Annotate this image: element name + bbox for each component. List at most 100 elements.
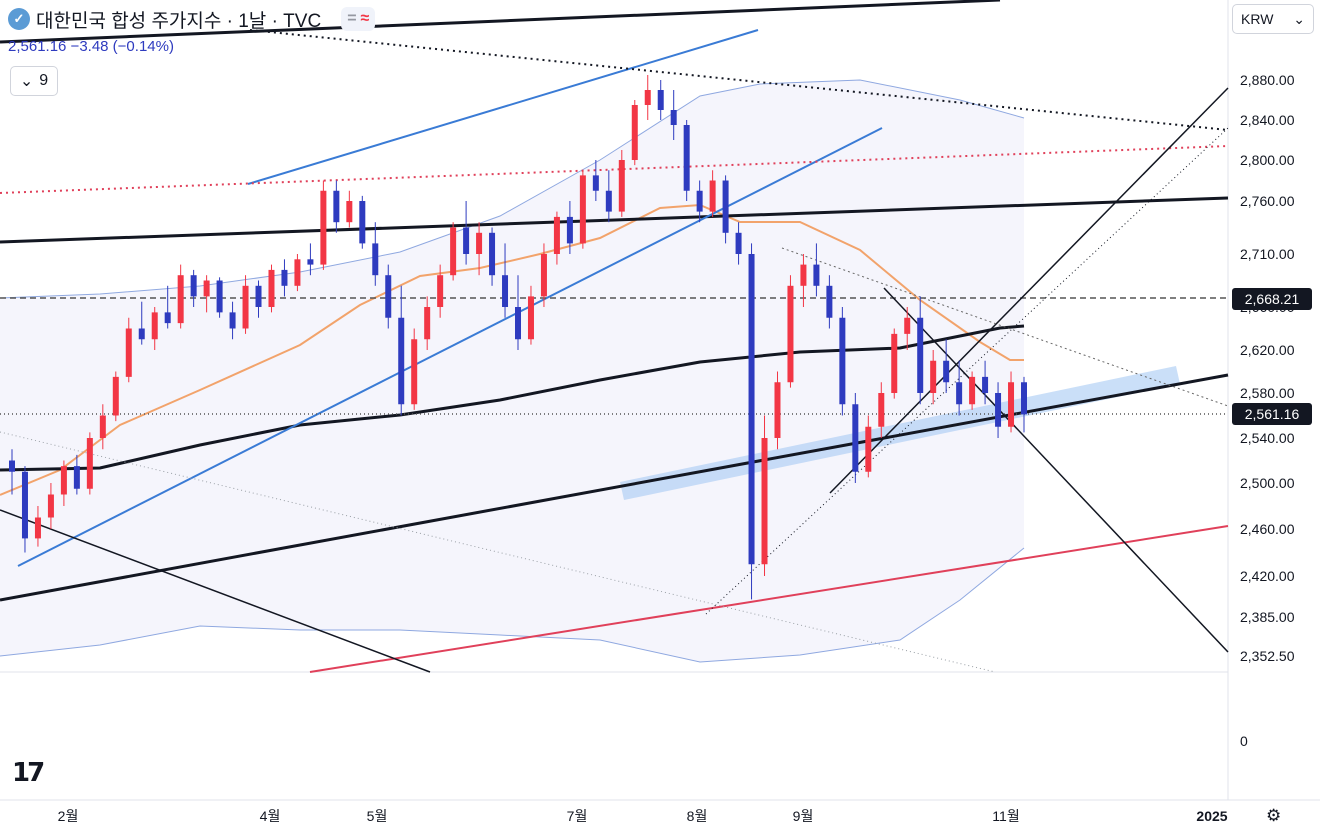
- fib-dotted: [705, 127, 1229, 615]
- drawing-overlays: [0, 0, 1229, 673]
- candle-body: [86, 438, 93, 489]
- candle-body: [476, 232, 483, 254]
- candle-body: [34, 517, 41, 539]
- candle-body: [761, 438, 768, 565]
- y-tick-label: 2,500.00: [1240, 475, 1295, 491]
- chart-title: 대한민국 합성 주가지수 · 1날 · TVC: [36, 10, 322, 32]
- candle-body: [644, 90, 651, 105]
- x-tick-label: 9월: [793, 808, 814, 824]
- candle-body: [930, 360, 937, 393]
- wedge-down: [883, 287, 1229, 653]
- candle-body: [489, 232, 496, 276]
- tradingview-logo[interactable]: 17: [12, 758, 45, 788]
- candle-body: [956, 382, 963, 405]
- candle-body: [982, 376, 989, 393]
- dotted-wedge: [781, 247, 1229, 407]
- candle-body: [99, 415, 106, 438]
- candle-body: [527, 296, 534, 340]
- candle-body: [372, 243, 379, 276]
- candle-body: [826, 285, 833, 318]
- candle-body: [112, 376, 119, 416]
- candle-body: [631, 105, 638, 160]
- dotted-diag: [0, 431, 996, 673]
- candle-body: [9, 460, 15, 472]
- indicator-count: 9: [39, 72, 49, 89]
- currency-label: KRW: [1241, 11, 1274, 27]
- candle-body: [670, 110, 677, 125]
- y-tick-label: 2,540.00: [1240, 430, 1295, 446]
- axes: 2,880.00 2,840.00 2,800.00 2,760.00 2,710.00…: [58, 72, 1295, 824]
- candle-body: [592, 175, 599, 191]
- indicator-collapse-button[interactable]: ⌄ 9: [10, 66, 58, 96]
- y-tick-label: 2,710.00: [1240, 246, 1295, 262]
- candle-body: [463, 227, 470, 254]
- y-tick-label: 2,385.00: [1240, 609, 1295, 625]
- candle-body: [333, 190, 340, 223]
- chevron-down-icon: ⌄: [19, 73, 34, 90]
- y-tick-label: 2,800.00: [1240, 152, 1295, 168]
- candle-body: [904, 317, 911, 334]
- y-tick-label: 2,620.00: [1240, 342, 1295, 358]
- bollinger-lower: [0, 547, 1025, 663]
- header-pill[interactable]: = ≈: [341, 7, 376, 31]
- candle-body: [307, 259, 314, 265]
- chevron-down-icon: ⌄: [1293, 10, 1305, 27]
- wave-icon[interactable]: ≈: [360, 10, 370, 27]
- candle-body: [437, 275, 444, 307]
- channel-blue-upper: [247, 29, 759, 185]
- candle-body: [748, 254, 755, 565]
- candle-body: [566, 216, 573, 244]
- candle-body: [359, 201, 366, 244]
- candle-body: [1008, 382, 1015, 427]
- fib-steep: [829, 87, 1229, 494]
- y-tick-label: 2,840.00: [1240, 112, 1295, 128]
- candle-body: [618, 160, 625, 212]
- x-tick-label: 2월: [58, 808, 79, 824]
- candle-body: [190, 275, 197, 297]
- equals-icon[interactable]: =: [347, 10, 357, 27]
- candle-body: [125, 328, 132, 377]
- y-tick-label: 2,760.00: [1240, 193, 1295, 209]
- candle-body: [216, 280, 223, 313]
- trend-red: [309, 525, 1229, 673]
- currency-select[interactable]: KRW ⌄: [1232, 4, 1314, 34]
- candle-body: [878, 393, 885, 427]
- candle-body: [605, 190, 612, 212]
- candle-body: [657, 90, 664, 110]
- candle-body: [839, 317, 846, 405]
- trend-mid-black: [0, 196, 1229, 244]
- x-tick-label: 5월: [367, 808, 388, 824]
- bollinger-fill: [0, 80, 1024, 662]
- candle-body: [294, 259, 301, 286]
- level-price-badge: 2,668.21: [1232, 288, 1312, 310]
- candle-body: [320, 190, 327, 265]
- candle-body: [891, 333, 898, 393]
- candle-body: [683, 125, 690, 191]
- candle-body: [969, 376, 976, 405]
- trend-top-black: [0, 0, 1001, 44]
- candle-body: [60, 466, 67, 495]
- x-tick-label: 11월: [992, 808, 1019, 824]
- diag-down-black: [0, 509, 431, 673]
- candle-body: [164, 312, 171, 324]
- candle-body: [424, 307, 431, 340]
- candle-body: [281, 269, 288, 286]
- dotted-resistance: [249, 29, 1229, 131]
- candle-body: [177, 275, 184, 324]
- candle-body: [242, 285, 249, 329]
- candle-body: [696, 190, 703, 212]
- candle-body: [995, 393, 1002, 427]
- candle-body: [852, 404, 859, 472]
- price-change-readout: 2,561.16 −3.48 (−0.14%): [8, 38, 174, 55]
- ma-black: [0, 324, 1025, 472]
- gear-icon[interactable]: ⚙: [1266, 806, 1282, 825]
- candle-body: [73, 466, 80, 489]
- candle-body: [515, 307, 521, 340]
- candle-body: [735, 232, 742, 254]
- candle-body: [540, 254, 547, 297]
- symbol-logo-icon[interactable]: ✓: [8, 8, 30, 30]
- candle-body: [229, 312, 236, 329]
- candle-body: [21, 471, 28, 539]
- candle-body: [917, 317, 924, 393]
